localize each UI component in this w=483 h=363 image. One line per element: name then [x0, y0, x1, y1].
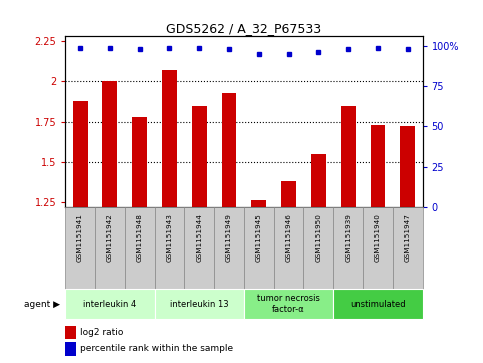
Bar — [214, 207, 244, 289]
Text: log2 ratio: log2 ratio — [80, 328, 123, 337]
Text: GSM1151946: GSM1151946 — [285, 213, 292, 262]
Text: tumor necrosis
factor-α: tumor necrosis factor-α — [257, 294, 320, 314]
Text: GSM1151949: GSM1151949 — [226, 213, 232, 262]
Text: interleukin 13: interleukin 13 — [170, 299, 228, 309]
Bar — [311, 154, 326, 207]
Bar — [65, 289, 155, 319]
Bar — [65, 207, 95, 289]
Text: GSM1151950: GSM1151950 — [315, 213, 321, 262]
Bar — [333, 207, 363, 289]
Text: percentile rank within the sample: percentile rank within the sample — [80, 344, 233, 353]
Bar — [370, 125, 385, 207]
Bar — [400, 126, 415, 207]
Text: GSM1151939: GSM1151939 — [345, 213, 351, 262]
Text: GSM1151943: GSM1151943 — [167, 213, 172, 262]
Bar — [132, 117, 147, 207]
Text: unstimulated: unstimulated — [350, 299, 406, 309]
Bar — [303, 207, 333, 289]
Bar — [222, 93, 237, 207]
Bar — [363, 207, 393, 289]
Bar — [244, 207, 274, 289]
Text: GSM1151947: GSM1151947 — [405, 213, 411, 262]
Text: GSM1151940: GSM1151940 — [375, 213, 381, 262]
Bar — [393, 207, 423, 289]
Title: GDS5262 / A_32_P67533: GDS5262 / A_32_P67533 — [166, 22, 322, 35]
Bar — [162, 70, 177, 207]
Bar — [125, 207, 155, 289]
Text: agent ▶: agent ▶ — [24, 299, 60, 309]
Bar — [244, 289, 333, 319]
Text: interleukin 4: interleukin 4 — [83, 299, 137, 309]
Text: GSM1151945: GSM1151945 — [256, 213, 262, 262]
Text: GSM1151944: GSM1151944 — [196, 213, 202, 262]
Bar — [72, 101, 87, 207]
Bar — [281, 181, 296, 207]
Bar — [192, 106, 207, 207]
Bar — [185, 207, 214, 289]
Bar — [333, 289, 423, 319]
Bar — [102, 81, 117, 207]
Bar — [251, 200, 266, 207]
Bar — [95, 207, 125, 289]
Text: GSM1151948: GSM1151948 — [137, 213, 142, 262]
Bar — [155, 207, 185, 289]
Text: GSM1151942: GSM1151942 — [107, 213, 113, 262]
Bar — [341, 106, 355, 207]
Bar — [155, 289, 244, 319]
Bar — [274, 207, 303, 289]
Text: GSM1151941: GSM1151941 — [77, 213, 83, 262]
